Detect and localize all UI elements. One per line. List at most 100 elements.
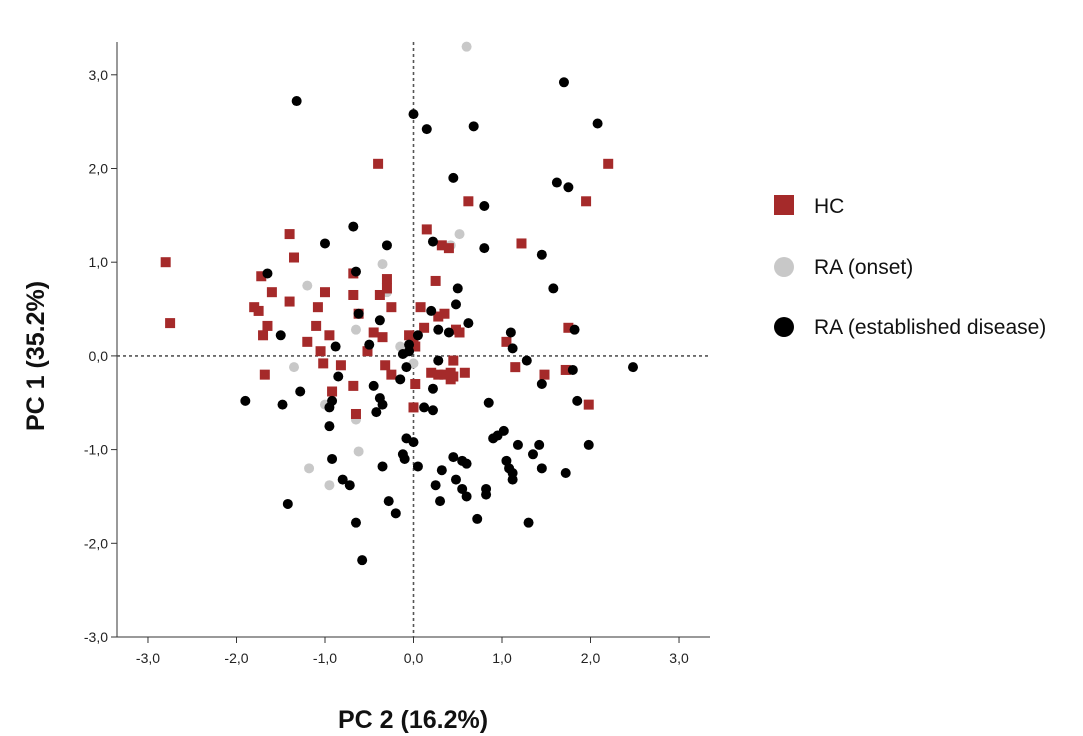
point-ra-established-disease	[401, 362, 412, 373]
point-ra-established-disease	[344, 480, 355, 491]
point-hc	[284, 296, 295, 307]
point-ra-established-disease	[324, 402, 335, 413]
legend: HC RA (onset) RA (established disease)	[774, 195, 1046, 339]
point-ra-established-disease	[421, 124, 432, 135]
point-ra-established-disease	[277, 399, 288, 410]
point-ra-established-disease	[443, 327, 454, 338]
point-hc	[259, 369, 270, 380]
point-ra-established-disease	[427, 405, 438, 416]
point-ra-established-disease	[427, 383, 438, 394]
point-ra-established-disease	[461, 458, 472, 469]
point-hc	[410, 341, 421, 352]
point-ra-established-disease	[507, 474, 518, 485]
point-ra-established-disease	[371, 407, 382, 418]
point-ra-established-disease	[377, 461, 388, 472]
point-ra-established-disease	[295, 386, 306, 397]
point-ra-established-disease	[583, 439, 594, 450]
y-axis-title: PC 1 (35.2%)	[22, 281, 50, 431]
point-hc	[454, 327, 465, 338]
point-hc	[335, 360, 346, 371]
point-ra-onset	[454, 229, 465, 240]
point-ra-established-disease	[350, 266, 361, 277]
point-hc	[439, 308, 450, 319]
y-tick-label: -3,0	[84, 629, 108, 645]
point-ra-established-disease	[357, 555, 368, 566]
axes: -3,0 -2,0 -1,0 0,0 1,0 2,0 3,0 -3,0 -2,0 -1,0 0,0 1…	[84, 42, 710, 666]
point-ra-established-disease	[592, 118, 603, 129]
point-ra-established-disease	[319, 238, 330, 249]
x-tick-label: 2,0	[581, 650, 601, 666]
y-tick-label: 3,0	[89, 67, 109, 83]
point-ra-established-disease	[472, 513, 483, 524]
point-ra-established-disease	[512, 439, 523, 450]
point-ra-established-disease	[333, 371, 344, 382]
point-hc	[433, 311, 444, 322]
point-hc	[377, 332, 388, 343]
x-tick-label: -3,0	[136, 650, 160, 666]
point-ra-established-disease	[450, 299, 461, 310]
point-ra-established-disease	[463, 318, 474, 329]
point-ra-established-disease	[408, 109, 419, 120]
point-ra-established-disease	[448, 172, 459, 183]
point-hc	[386, 369, 397, 380]
point-ra-established-disease	[350, 517, 361, 528]
point-ra-established-disease	[461, 491, 472, 502]
point-ra-established-disease	[452, 283, 463, 294]
point-hc	[581, 196, 592, 207]
point-hc	[253, 305, 264, 316]
point-hc	[348, 380, 359, 391]
y-tick-label: 1,0	[89, 254, 109, 270]
point-ra-onset	[353, 446, 364, 457]
point-ra-established-disease	[468, 121, 479, 132]
point-ra-established-disease	[374, 315, 385, 326]
point-hc	[160, 257, 171, 268]
point-hc	[445, 374, 456, 385]
point-hc	[436, 240, 447, 251]
point-hc	[373, 158, 384, 169]
point-ra-established-disease	[558, 77, 569, 88]
point-ra-established-disease	[282, 498, 293, 509]
point-ra-established-disease	[450, 474, 461, 485]
point-hc	[408, 402, 419, 413]
point-ra-established-disease	[572, 395, 583, 406]
point-ra-established-disease	[408, 437, 419, 448]
point-ra-established-disease	[448, 452, 459, 463]
point-hc	[386, 302, 397, 313]
y-tick-label: -2,0	[84, 535, 108, 551]
point-ra-established-disease	[527, 449, 538, 460]
point-ra-established-disease	[563, 182, 574, 193]
point-ra-established-disease	[551, 177, 562, 188]
point-hc	[324, 330, 335, 341]
point-ra-established-disease	[481, 489, 492, 500]
point-ra-established-disease	[427, 236, 438, 247]
point-ra-onset	[377, 259, 388, 270]
point-hc	[501, 336, 512, 347]
point-ra-established-disease	[337, 474, 348, 485]
point-ra-established-disease	[569, 324, 580, 335]
point-hc	[448, 355, 459, 366]
point-hc	[319, 287, 330, 298]
x-tick-label: 1,0	[492, 650, 512, 666]
point-hc	[421, 224, 432, 235]
legend-marker-hc	[774, 195, 794, 215]
point-ra-established-disease	[240, 395, 251, 406]
point-hc	[563, 322, 574, 333]
point-hc	[539, 369, 550, 380]
point-hc	[165, 318, 176, 329]
point-hc	[426, 367, 437, 378]
point-ra-established-disease	[327, 453, 338, 464]
point-ra-established-disease	[536, 463, 547, 474]
point-ra-established-disease	[395, 374, 406, 385]
point-hc	[583, 399, 594, 410]
point-hc	[311, 320, 322, 331]
x-tick-label: -1,0	[313, 650, 337, 666]
x-tick-label: -2,0	[224, 650, 248, 666]
point-ra-established-disease	[433, 324, 444, 335]
point-hc	[381, 283, 392, 294]
point-hc	[445, 367, 456, 378]
point-hc	[459, 367, 470, 378]
point-hc	[419, 322, 430, 333]
legend-marker-ra-established	[774, 317, 794, 337]
point-ra-established-disease	[419, 402, 430, 413]
